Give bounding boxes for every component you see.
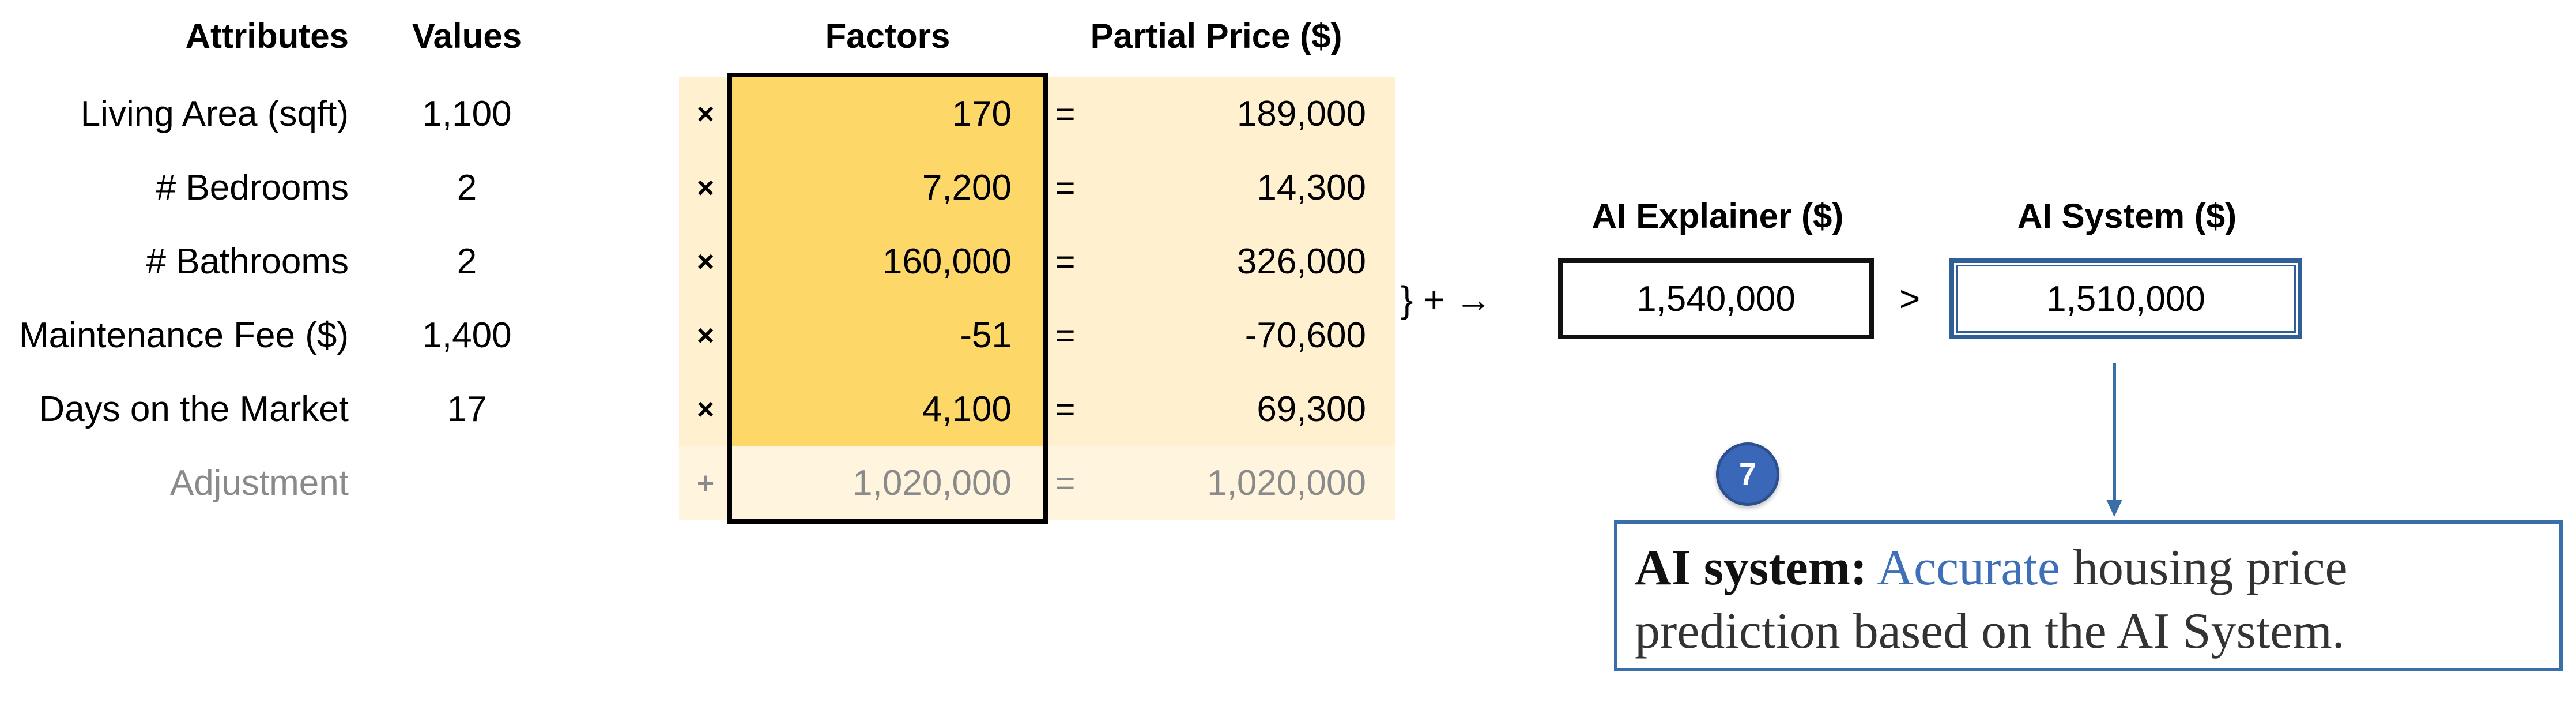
attribute-label: # Bathrooms <box>146 242 349 281</box>
multiply-operator: × <box>696 171 715 205</box>
attributes-header: Attributes <box>185 17 349 55</box>
factor-column-border <box>727 73 1048 524</box>
operator-column-bg <box>679 77 732 446</box>
equals-operator: = <box>1055 168 1076 207</box>
sum-arrow: } + → <box>1401 279 1492 320</box>
equals-operator: = <box>1055 316 1076 355</box>
attribute-value: 2 <box>457 168 477 208</box>
ai-system-header: AI System ($) <box>2017 197 2237 235</box>
ai-explainer-value: 1,540,000 <box>1636 279 1796 319</box>
multiply-operator: + <box>696 467 715 500</box>
step-badge: 7 <box>1716 442 1779 506</box>
callout-text: housing price prediction based on the AI… <box>1635 540 2348 659</box>
ai-explainer-header: AI Explainer ($) <box>1591 197 1844 235</box>
callout-highlight: Accurate <box>1877 540 2060 596</box>
partial-price-value: -70,600 <box>1244 316 1366 355</box>
attribute-value: 1,400 <box>422 316 512 355</box>
factor-column-bg <box>732 77 1043 446</box>
equals-operator: = <box>1055 95 1076 133</box>
attribute-label: Adjustment <box>169 463 349 503</box>
adjustment-row-bg <box>679 446 1395 520</box>
ai-system-callout: AI system: Accurate housing price predic… <box>1614 520 2563 671</box>
attribute-value: 1,100 <box>422 94 512 134</box>
factor-value: 1,020,000 <box>853 463 1012 503</box>
comparison-symbol: > <box>1899 279 1921 319</box>
multiply-operator: × <box>696 319 715 352</box>
multiply-operator: × <box>696 245 715 279</box>
ai-system-value: 1,510,000 <box>2046 279 2205 319</box>
factor-value: -51 <box>960 316 1012 355</box>
factor-value: 160,000 <box>882 242 1012 281</box>
attribute-value: 17 <box>447 389 487 429</box>
partial-column-bg <box>1043 77 1395 446</box>
attribute-label: # Bedrooms <box>156 168 349 208</box>
equals-operator: = <box>1055 242 1076 281</box>
attribute-value: 2 <box>457 242 477 281</box>
equals-operator: = <box>1055 464 1076 502</box>
partial-price-value: 189,000 <box>1236 94 1366 134</box>
values-header: Values <box>412 17 522 55</box>
partial-price-value: 14,300 <box>1257 168 1366 208</box>
ai-explainer-value-box: 1,540,000 <box>1558 258 1874 339</box>
down-arrow <box>2106 363 2122 517</box>
factors-header: Factors <box>825 17 951 55</box>
ai-system-value-box: 1,510,000 <box>1949 258 2302 339</box>
equals-operator: = <box>1055 390 1076 429</box>
multiply-operator: × <box>696 97 715 131</box>
multiply-operator: × <box>696 393 715 426</box>
factor-value: 7,200 <box>922 168 1012 208</box>
attribute-value <box>398 446 536 520</box>
partial-price-value: 1,020,000 <box>1207 463 1366 503</box>
factor-value: 170 <box>952 94 1012 134</box>
attribute-label: Living Area (sqft) <box>80 94 349 134</box>
attribute-label: Days on the Market <box>39 389 349 429</box>
factor-value: 4,100 <box>922 389 1012 429</box>
attribute-label: Maintenance Fee ($) <box>18 316 349 355</box>
callout-title: AI system: <box>1635 540 1868 596</box>
partial-price-value: 69,300 <box>1257 389 1366 429</box>
partial-price-header: Partial Price ($) <box>1090 17 1342 55</box>
partial-price-value: 326,000 <box>1236 242 1366 281</box>
